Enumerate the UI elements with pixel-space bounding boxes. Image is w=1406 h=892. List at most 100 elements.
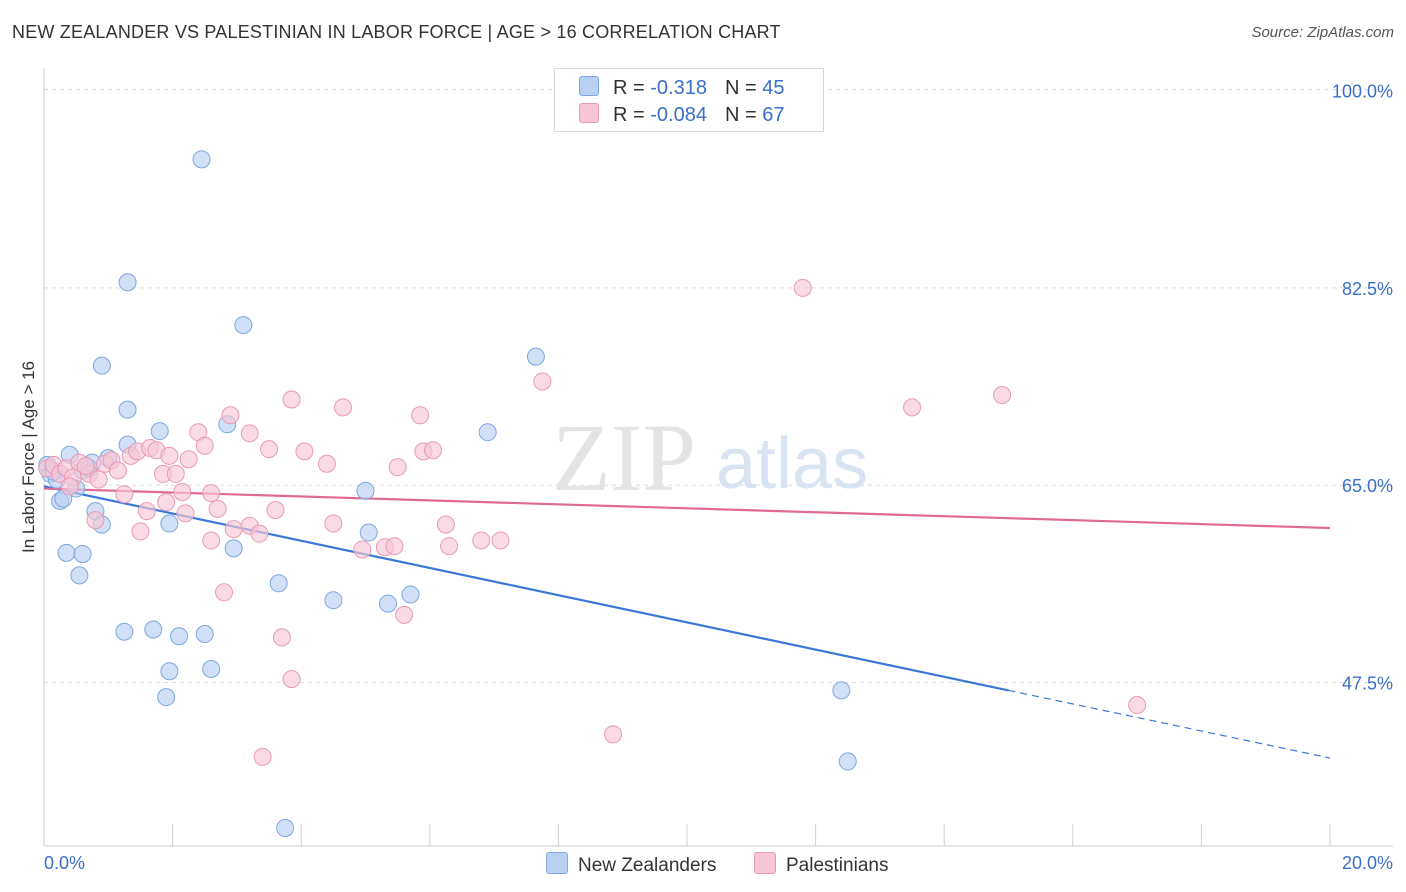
palestinian-point (173, 482, 192, 501)
source-credit: Source: ZipAtlas.com (1251, 24, 1394, 41)
palestinian-point (108, 461, 127, 480)
new-zealander-point (838, 752, 857, 771)
grid-lines (44, 88, 1393, 684)
legend-r-value: -0.318 (650, 77, 707, 99)
palestinian-point (224, 520, 243, 539)
palestinian-point (266, 500, 285, 519)
new-zealander-point (70, 566, 89, 585)
y-tick-label: 82.5% (1342, 279, 1393, 299)
palestinian-point (317, 454, 336, 473)
chart-title: NEW ZEALANDER VS PALESTINIAN IN LABOR FO… (12, 22, 781, 42)
watermark-atlas: atlas (716, 424, 868, 504)
new-zealander-point (276, 818, 295, 837)
palestinian-point (1128, 696, 1147, 715)
new-zealander-point (144, 620, 163, 639)
x-axis-ticks (172, 824, 1331, 846)
palestinian-point (115, 485, 134, 504)
new-zealander-point (118, 273, 137, 292)
legend-r-label: R = (613, 77, 645, 99)
palestinian-point (440, 537, 459, 556)
palestinian-point (993, 385, 1012, 404)
legend-n-value: 67 (762, 104, 785, 126)
palestinian-point (131, 522, 150, 541)
new-zealander-point (526, 347, 545, 366)
palestinian-point (260, 440, 279, 459)
palestinian-point (86, 511, 105, 530)
palestinian-point (324, 514, 343, 533)
new-zealander-point (157, 688, 176, 707)
palestinian-point (903, 398, 922, 417)
bottom-legend-new-zealanders: New Zealanders (546, 852, 716, 877)
palestinian-point (160, 446, 179, 465)
bottom-legend-label: New Zealanders (578, 855, 717, 876)
legend-row-new-zealanders: R = -0.318 N = 45 (579, 76, 784, 100)
palestinian-point (60, 477, 79, 496)
bottom-legend-palestinians: Palestinians (754, 852, 888, 877)
palestinian-point (221, 406, 240, 425)
palestinian-point (436, 515, 455, 534)
palestinian-point (295, 442, 314, 461)
palestinian-point (166, 464, 185, 483)
new-zealander-point (118, 400, 137, 419)
new-zealander-point (379, 594, 398, 613)
new-zealander-point (73, 544, 92, 563)
y-axis-label: In Labor Force | Age > 16 (19, 361, 38, 553)
y-tick-label: 65.0% (1342, 476, 1393, 496)
legend-swatch-pink (579, 103, 599, 123)
watermark: ZIP atlas (552, 404, 868, 511)
new-zealander-point (195, 625, 214, 644)
y-tick-label: 100.0% (1332, 82, 1393, 102)
palestinian-point (604, 725, 623, 744)
new-zealander-point (832, 681, 851, 700)
palestinian-point (472, 531, 491, 550)
trend-lines (43, 485, 1331, 759)
legend-r-label: R = (613, 104, 645, 126)
palestinian-point (202, 484, 221, 503)
new-zealander-point (401, 585, 420, 604)
legend-n-value: 45 (762, 77, 785, 99)
legend-row-palestinians: R = -0.084 N = 67 (579, 103, 784, 127)
palestinian-point (157, 493, 176, 512)
palestinian-point (411, 406, 430, 425)
palestinian-point (353, 540, 372, 559)
data-points (38, 150, 1147, 837)
bottom-legend-swatch-pink (754, 852, 776, 874)
palestinian-point (89, 470, 108, 489)
new-zealander-trend-extension (1008, 689, 1331, 759)
new-zealander-point (202, 659, 221, 678)
new-zealander-point (234, 316, 253, 335)
new-zealander-point (478, 423, 497, 442)
new-zealander-point (92, 356, 111, 375)
palestinian-point (388, 458, 407, 477)
y-tick-labels: 47.5% 65.0% 82.5% 100.0% (1332, 82, 1393, 694)
palestinian-point (250, 524, 269, 543)
new-zealander-trend-line (43, 485, 1009, 692)
palestinian-point (491, 531, 510, 550)
palestinian-point (395, 605, 414, 624)
bottom-legend-label: Palestinians (786, 855, 889, 876)
bottom-legend-swatch-blue (546, 852, 568, 874)
legend-n-label: N = (724, 77, 757, 99)
palestinian-point (76, 457, 95, 476)
new-zealander-point (359, 523, 378, 542)
new-zealander-point (224, 539, 243, 558)
legend-r-value: -0.084 (650, 104, 707, 126)
new-zealander-point (324, 591, 343, 610)
palestinian-point (793, 278, 812, 297)
new-zealander-point (356, 481, 375, 500)
palestinian-point (385, 537, 404, 556)
correlation-legend: R = -0.318 N = 45 R = -0.084 N = 67 (554, 68, 824, 132)
palestinian-point (282, 670, 301, 689)
palestinian-point (215, 583, 234, 602)
new-zealander-point (269, 574, 288, 593)
new-zealander-point (57, 543, 76, 562)
palestinian-point (208, 499, 227, 518)
palestinian-point (240, 424, 259, 443)
palestinian-point (272, 628, 291, 647)
new-zealander-point (170, 627, 189, 646)
palestinian-trend-line (43, 487, 1331, 530)
new-zealander-point (115, 622, 134, 641)
palestinian-point (202, 531, 221, 550)
palestinian-point (176, 504, 195, 523)
